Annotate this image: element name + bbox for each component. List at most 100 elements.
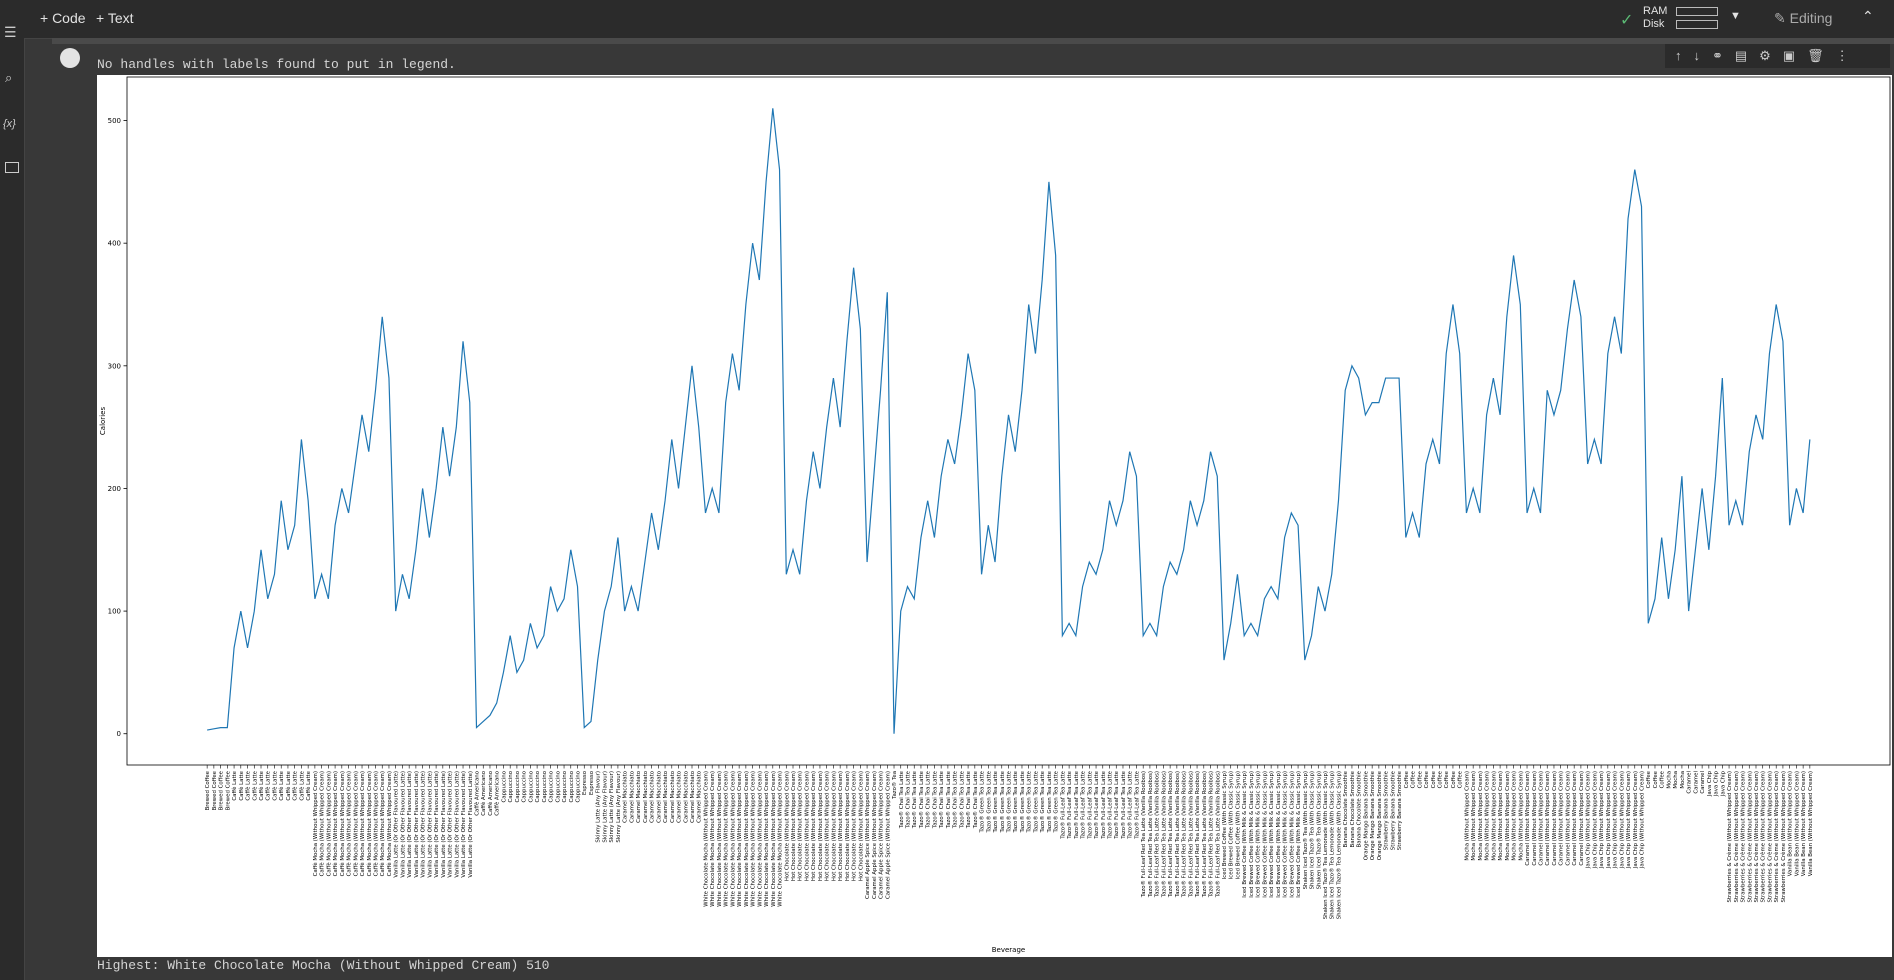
x-tick-label: Tazo® Green Tea Latte bbox=[985, 770, 992, 833]
y-tick-label: 200 bbox=[108, 485, 121, 493]
x-tick-label: Vanilla Latte (Or Other Flavoured Latte) bbox=[434, 771, 440, 878]
x-tick-label: Mocha (Without Whipped Cream) bbox=[1512, 771, 1518, 861]
x-tick-label: White Chocolate Mocha (Without Whipped C… bbox=[724, 771, 730, 907]
x-tick-label: Tazo® Green Tea Latte bbox=[979, 770, 986, 833]
x-tick-label: Caramel Apple Spice (Without Whipped Cre… bbox=[865, 771, 871, 899]
x-tick-label: Tazo® Full-Leaf Red Tea Latte (Vanilla R… bbox=[1194, 771, 1201, 898]
x-tick-label: Mocha (Without Whipped Cream) bbox=[1505, 771, 1511, 861]
menu-icon[interactable]: ☰ bbox=[4, 24, 17, 40]
x-tick-label: Caffè Mocha (Without Whipped Cream) bbox=[346, 771, 353, 876]
x-tick-label: Brewed Coffee bbox=[212, 770, 218, 810]
cell-toolbar[interactable]: ↑↓⚭▤⚙▣🗑⋮ bbox=[1665, 44, 1890, 68]
x-tick-label: Strawberries & Crème (Without Whipped Cr… bbox=[1740, 771, 1747, 903]
x-tick-label: Tazo® Full-Leaf Red Tea Latte (Vanilla R… bbox=[1147, 771, 1154, 898]
x-tick-label: Cappuccino bbox=[549, 771, 555, 802]
disk-bar bbox=[1676, 20, 1718, 29]
x-tick-label: Tazo® Green Tea Latte bbox=[1026, 770, 1033, 833]
x-tick-label: Tazo® Chai Tea Latte bbox=[931, 770, 938, 829]
x-tick-label: Coffee bbox=[1424, 770, 1430, 788]
x-tick-label: Mocha bbox=[1680, 771, 1686, 789]
ram-label: RAM bbox=[1643, 5, 1668, 17]
x-tick-label: White Chocolate Mocha (Without Whipped C… bbox=[730, 771, 736, 907]
x-tick-label: Coffee bbox=[1411, 770, 1417, 788]
x-tick-label: Hot Chocolate (Without Whipped Cream) bbox=[798, 771, 804, 881]
x-tick-label: Iced Brewed Coffee (With Milk & Classic … bbox=[1289, 771, 1295, 898]
x-tick-label: Coffee bbox=[1431, 770, 1437, 788]
variables-icon[interactable]: {x} bbox=[3, 118, 16, 130]
x-tick-label: Caffè Latte bbox=[245, 770, 252, 800]
x-tick-label: Caffè Latte bbox=[305, 770, 312, 800]
x-tick-label: Shaken Iced Tazo® Tea (With Classic Syru… bbox=[1315, 771, 1322, 889]
x-tick-label: Mocha (Without Whipped Cream) bbox=[1485, 771, 1491, 861]
x-tick-label: Caffè Latte bbox=[258, 770, 265, 800]
x-tick-label: Caffè Americano bbox=[487, 771, 494, 816]
files-icon[interactable] bbox=[5, 162, 19, 173]
x-tick-label: Caramel Macchiato bbox=[670, 771, 676, 823]
x-tick-label: Mocha (Without Whipped Cream) bbox=[1491, 771, 1497, 861]
x-tick-label: Tazo® Full-Leaf Red Tea Latte (Vanilla R… bbox=[1174, 771, 1181, 898]
x-tick-label: Tazo® Full-Leaf Red Tea Latte (Vanilla R… bbox=[1214, 771, 1221, 898]
x-tick-label: Tazo® Green Tea Latte bbox=[1012, 770, 1019, 833]
x-tick-label: Skinny Latte (Any Flavour) bbox=[616, 771, 622, 843]
x-tick-label: Java Chip (Without Whipped Cream) bbox=[1626, 771, 1632, 869]
x-tick-label: Tazo® Full-Leaf Tea Latte bbox=[1113, 770, 1120, 839]
x-tick-label: Caramel Apple Spice (Without Whipped Cre… bbox=[885, 771, 891, 899]
x-tick-label: Iced Brewed Coffee (With Milk & Classic … bbox=[1296, 771, 1302, 898]
x-tick-label: Caffè Americano bbox=[494, 771, 501, 816]
x-tick-label: Caramel (Without Whipped Cream) bbox=[1559, 771, 1565, 866]
add-text-button[interactable]: + Text bbox=[96, 10, 134, 26]
x-tick-label: Tazo® Full-Leaf Tea Latte bbox=[1100, 770, 1107, 839]
x-tick-label: Caramel Macchiato bbox=[683, 771, 689, 823]
collapse[interactable]: ⌃ bbox=[1862, 8, 1874, 24]
x-tick-label: Caramel (Without Whipped Cream) bbox=[1532, 771, 1538, 866]
x-tick-label: Orange Mango Banana Smoothie bbox=[1363, 770, 1369, 860]
x-tick-label: Tazo® Full-Leaf Tea Latte bbox=[1086, 770, 1093, 839]
x-tick-label: Tazo® Chai Tea Latte bbox=[925, 770, 932, 829]
x-tick-label: Caramel bbox=[1687, 771, 1693, 794]
x-tick-label: Caramel (Without Whipped Cream) bbox=[1545, 771, 1551, 866]
x-tick-label: Tazo® Full-Leaf Tea Latte bbox=[1127, 770, 1134, 839]
x-tick-label: Iced Brewed Coffee (With Milk & Classic … bbox=[1242, 771, 1248, 898]
x-tick-label: Mocha (Without Whipped Cream) bbox=[1471, 771, 1477, 861]
x-tick-label: Caramel Macchiato bbox=[623, 771, 629, 823]
y-tick-label: 0 bbox=[117, 730, 121, 738]
x-tick-label: Tazo® Full-Leaf Red Tea Latte (Vanilla R… bbox=[1167, 771, 1174, 898]
x-tick-label: Tazo® Tea bbox=[891, 771, 898, 800]
x-tick-label: Tazo® Chai Tea Latte bbox=[911, 770, 918, 829]
x-tick-label: Shaken Iced Tazo® Tea Lemonade (With Cla… bbox=[1322, 771, 1329, 919]
x-tick-label: Caramel (Without Whipped Cream) bbox=[1538, 771, 1544, 866]
x-tick-label: Hot Chocolate (Without Whipped Cream) bbox=[858, 771, 864, 881]
editing-button[interactable]: ✎ Editing bbox=[1774, 10, 1833, 26]
add-code-button[interactable]: + Code bbox=[40, 10, 86, 26]
search-icon[interactable]: ⌕ bbox=[5, 70, 13, 85]
x-tick-label: Tazo® Green Tea Latte bbox=[1032, 770, 1039, 833]
x-tick-label: Tazo® Full-Leaf Tea Latte bbox=[1120, 770, 1127, 839]
x-tick-label: Caramel (Without Whipped Cream) bbox=[1525, 771, 1531, 866]
x-tick-label: Brewed Coffee bbox=[205, 770, 211, 810]
x-tick-label: White Chocolate Mocha (Without Whipped C… bbox=[710, 771, 716, 907]
run-button[interactable] bbox=[60, 48, 80, 68]
x-tick-label: Java Chip (Without Whipped Cream) bbox=[1592, 771, 1598, 869]
x-tick-label: Strawberries & Crème (Without Whipped Cr… bbox=[1746, 771, 1753, 903]
x-tick-label: Tazo® Chai Tea Latte bbox=[972, 770, 979, 829]
x-tick-label: Iced Brewed Coffee (With Milk & Classic … bbox=[1256, 771, 1262, 898]
x-tick-label: Caffè Mocha (Without Whipped Cream) bbox=[359, 771, 366, 876]
x-tick-label: Caffè Latte bbox=[271, 770, 278, 800]
x-tick-label: Tazo® Full-Leaf Red Tea Latte (Vanilla R… bbox=[1181, 771, 1188, 898]
x-tick-label: Brewed Coffee bbox=[225, 770, 231, 810]
x-tick-label: Caffè Mocha (Without Whipped Cream) bbox=[339, 771, 346, 876]
x-tick-label: Cappuccino bbox=[522, 771, 528, 802]
x-tick-label: Strawberry Banana Smoothie bbox=[1384, 770, 1390, 850]
x-tick-label: Caramel Macchiato bbox=[690, 771, 696, 823]
x-tick-label: Caramel Apple Spice (Without Whipped Cre… bbox=[879, 771, 885, 899]
x-tick-label: Hot Chocolate (Without Whipped Cream) bbox=[852, 771, 858, 881]
x-tick-label: Java Chip (Without Whipped Cream) bbox=[1613, 771, 1619, 869]
x-tick-label: Tazo® Chai Tea Latte bbox=[918, 770, 925, 829]
x-tick-label: Vanilla Bean (Without Whipped Cream) bbox=[1794, 771, 1800, 876]
x-tick-label: Hot Chocolate (Without Whipped Cream) bbox=[831, 771, 837, 881]
x-tick-label: Banana Chocolate Smoothie bbox=[1350, 770, 1356, 847]
x-tick-label: White Chocolate Mocha (Without Whipped C… bbox=[751, 771, 757, 907]
x-tick-label: Tazo® Full-Leaf Red Tea Latte (Vanilla R… bbox=[1140, 771, 1147, 898]
x-tick-label: Tazo® Full-Leaf Red Tea Latte (Vanilla R… bbox=[1154, 771, 1161, 898]
dropdown[interactable]: ▼ bbox=[1730, 10, 1741, 22]
